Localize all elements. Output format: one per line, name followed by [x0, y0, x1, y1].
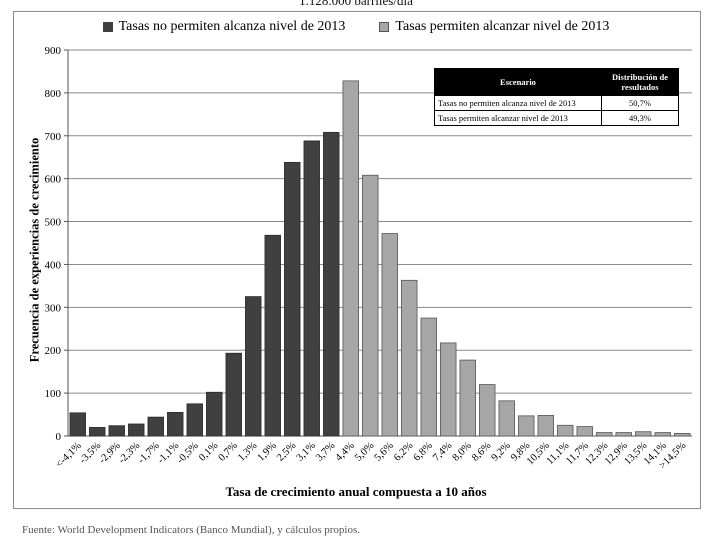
x-tick-label: -0,5% — [175, 440, 201, 466]
x-tick-label: 5,0% — [353, 440, 376, 463]
y-tick-label: 800 — [45, 88, 62, 100]
bar — [167, 412, 184, 437]
bar — [401, 279, 418, 437]
distribution-header: Distribución de resultados — [601, 68, 679, 96]
legend-swatch-series-1 — [102, 22, 113, 32]
table-row: Tasas no permiten alcanza nivel de 2013 … — [434, 95, 679, 111]
y-tick-label: 700 — [45, 131, 62, 143]
bar — [89, 427, 106, 437]
bar — [440, 342, 457, 437]
y-tick-label: 600 — [45, 174, 62, 186]
y-tick-label: 300 — [45, 302, 62, 314]
y-tick-label: 100 — [45, 388, 62, 400]
table-cell-value: 49,3% — [601, 110, 679, 126]
bar — [128, 423, 145, 437]
y-tick-label: 900 — [45, 45, 62, 57]
bar — [654, 432, 671, 437]
bar — [674, 433, 691, 437]
y-tick-label: 200 — [45, 345, 62, 357]
scenario-table: Escenario Distribución de resultados Tas… — [434, 68, 679, 126]
bar — [264, 234, 281, 437]
footer-cut-text: Fuente: World Development Indicators (Ba… — [22, 524, 361, 536]
bar — [479, 384, 496, 437]
scenario-header: Escenario — [434, 68, 602, 96]
bar — [459, 359, 476, 437]
legend-label-series-1: Tasas no permiten alcanza nivel de 2013 — [118, 19, 346, 34]
x-tick-label: 5,6% — [373, 440, 396, 463]
legend-swatch-series-2 — [379, 22, 390, 32]
bar — [635, 431, 652, 437]
x-tick-label: 3,1% — [295, 440, 318, 463]
scenario-table-header-row: Escenario Distribución de resultados — [434, 68, 679, 96]
bar — [323, 131, 340, 437]
bar — [498, 400, 515, 437]
x-tick-label: 7,4% — [431, 440, 454, 463]
bar — [303, 140, 320, 437]
bar — [206, 391, 223, 437]
x-tick-label: 9,2% — [490, 440, 513, 463]
x-tick-label: 6,8% — [412, 440, 435, 463]
legend-label-series-2: Tasas permiten alcanzar nivel de 2013 — [395, 19, 610, 34]
x-tick-label: 1,3% — [236, 440, 259, 463]
x-tick-label: 4,4% — [334, 440, 357, 463]
bar — [576, 426, 593, 437]
header-cut-text: 1.128.000 barriles/día — [299, 0, 413, 8]
x-tick-label: 8,6% — [470, 440, 493, 463]
bar — [518, 415, 535, 437]
y-tick-label: 0 — [56, 431, 62, 443]
bar — [557, 424, 574, 437]
x-tick-label: 1,9% — [256, 440, 279, 463]
legend-item-series-1: Tasas no permiten alcanza nivel de 2013 — [102, 19, 346, 35]
bar — [381, 233, 398, 437]
x-tick-label: 3,7% — [314, 440, 337, 463]
table-cell-scenario: Tasas permiten alcanzar nivel de 2013 — [434, 110, 602, 126]
x-axis-label: Tasa de crecimiento anual compuesta a 10… — [225, 484, 487, 499]
bar — [615, 432, 632, 437]
legend-item-series-2: Tasas permiten alcanzar nivel de 2013 — [379, 19, 609, 35]
x-tick-label: 8,0% — [451, 440, 474, 463]
y-tick-label: 400 — [45, 259, 62, 271]
bar — [147, 416, 164, 437]
bar — [284, 161, 301, 437]
x-tick-label: 0,7% — [217, 440, 240, 463]
bar — [225, 352, 242, 437]
bar — [108, 425, 125, 437]
bar — [245, 296, 262, 437]
bar — [420, 317, 437, 437]
bar — [186, 403, 203, 437]
x-tick-label: 2,5% — [275, 440, 298, 463]
bar — [69, 412, 86, 437]
table-cell-scenario: Tasas no permiten alcanza nivel de 2013 — [434, 95, 602, 111]
x-tick-label: 6,2% — [392, 440, 415, 463]
y-tick-label: 500 — [45, 217, 62, 229]
table-row: Tasas permiten alcanzar nivel de 2013 49… — [434, 110, 679, 126]
bar — [596, 432, 613, 437]
y-axis-label: Frecuencia de experiencias de crecimient… — [27, 137, 42, 363]
bar — [362, 174, 379, 437]
table-cell-value: 50,7% — [601, 95, 679, 111]
bar — [342, 80, 359, 437]
x-tick-label: 0,1% — [197, 440, 220, 463]
bar — [537, 415, 554, 437]
chart-legend: Tasas no permiten alcanza nivel de 2013 … — [0, 19, 712, 35]
